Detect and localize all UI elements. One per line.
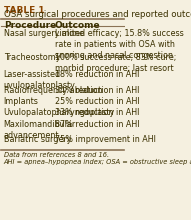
Text: 87% reduction in AHI: 87% reduction in AHI — [55, 120, 139, 129]
Text: 33% reduction in AHI: 33% reduction in AHI — [55, 108, 139, 117]
Text: 34% reduction in AHI: 34% reduction in AHI — [55, 86, 139, 95]
Text: Procedure: Procedure — [4, 21, 56, 30]
Text: Radiofrequency ablation: Radiofrequency ablation — [4, 86, 102, 95]
Text: 25% reduction in AHI: 25% reduction in AHI — [55, 97, 140, 106]
Text: 100% success rate; 83% cure;
morbid procedure; last resort: 100% success rate; 83% cure; morbid proc… — [55, 53, 176, 73]
Text: Implants: Implants — [4, 97, 39, 106]
Text: Limited efficacy; 15.8% success
rate in patients with OSA with
snoring and nasal: Limited efficacy; 15.8% success rate in … — [55, 29, 184, 60]
Text: TABLE 1: TABLE 1 — [4, 6, 44, 15]
Text: Maxilomandibular
advancement: Maxilomandibular advancement — [4, 120, 76, 140]
Text: Nasal surgery alone: Nasal surgery alone — [4, 29, 84, 38]
Text: Bariatric surgery: Bariatric surgery — [4, 135, 71, 144]
Text: Data from references 8 and 16.
AHI = apnea–hypopnea index; OSA = obstructive sle: Data from references 8 and 16. AHI = apn… — [4, 152, 191, 165]
Text: 18% reduction in AHI: 18% reduction in AHI — [55, 70, 139, 79]
Text: Laser-assisted
uvulopalatoplasty: Laser-assisted uvulopalatoplasty — [4, 70, 76, 90]
Text: Uvulopalatopharyngoplasty: Uvulopalatopharyngoplasty — [4, 108, 115, 117]
Text: Outcome: Outcome — [55, 21, 101, 30]
Text: 75% improvement in AHI: 75% improvement in AHI — [55, 135, 156, 144]
Text: OSA surgical procedures and reported outcomes: OSA surgical procedures and reported out… — [4, 10, 191, 19]
Text: Tracheostomy: Tracheostomy — [4, 53, 60, 62]
